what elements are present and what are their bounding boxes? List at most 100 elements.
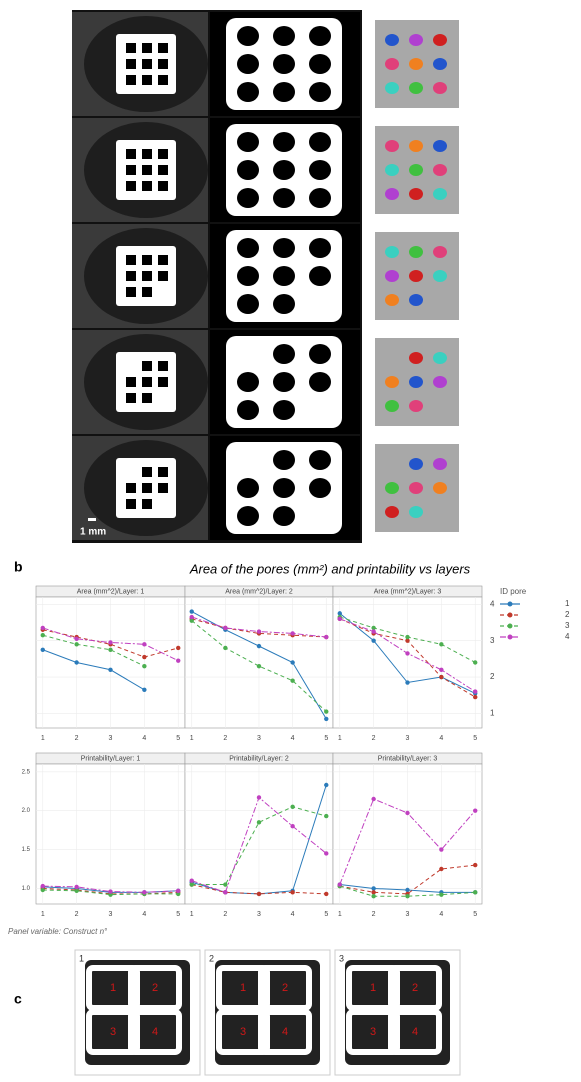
- data-point: [439, 892, 443, 896]
- data-point: [108, 889, 112, 893]
- data-point: [41, 626, 45, 630]
- pore: [433, 458, 447, 470]
- x-tick-label: 5: [324, 735, 328, 742]
- pore: [237, 372, 259, 392]
- pore: [433, 482, 447, 494]
- legend-label: 4: [565, 632, 570, 641]
- data-point: [405, 811, 409, 815]
- pore: [126, 149, 136, 159]
- pore: [309, 478, 331, 498]
- pore: [309, 188, 331, 208]
- data-point: [371, 890, 375, 894]
- data-point: [473, 689, 477, 693]
- pore-label: 3: [240, 1026, 246, 1038]
- x-tick-label: 5: [324, 911, 328, 918]
- data-point: [223, 626, 227, 630]
- data-point: [290, 678, 294, 682]
- y-tick-label: 1: [490, 709, 495, 718]
- data-point: [324, 717, 328, 721]
- x-tick-label: 2: [75, 911, 79, 918]
- x-tick-label: 4: [291, 735, 295, 742]
- data-point: [290, 631, 294, 635]
- y-tick-label: 2: [490, 672, 495, 681]
- pore: [409, 376, 423, 388]
- pore: [158, 165, 168, 175]
- pore: [433, 58, 447, 70]
- data-point: [405, 894, 409, 898]
- facet-title: Area (mm^2)/Layer: 2: [225, 588, 293, 595]
- pore: [142, 499, 152, 509]
- pore: [273, 294, 295, 314]
- y-tick-label: 1.5: [22, 847, 31, 853]
- pore: [433, 352, 447, 364]
- image-label: 2: [209, 953, 214, 963]
- pore: [273, 372, 295, 392]
- data-point: [324, 892, 328, 896]
- data-point: [74, 885, 78, 889]
- pore: [126, 181, 136, 191]
- x-tick-label: 2: [223, 911, 227, 918]
- data-point: [290, 890, 294, 894]
- pore: [273, 450, 295, 470]
- data-point: [41, 888, 45, 892]
- pore: [158, 181, 168, 191]
- x-tick-label: 5: [176, 735, 180, 742]
- pore: [142, 149, 152, 159]
- pore: [273, 478, 295, 498]
- pore: [309, 238, 331, 258]
- pore: [385, 400, 399, 412]
- pore: [385, 140, 399, 152]
- pore: [433, 376, 447, 388]
- pore-label: 4: [152, 1026, 158, 1038]
- data-point: [176, 658, 180, 662]
- data-point: [371, 638, 375, 642]
- pore: [237, 54, 259, 74]
- pore-label: 1: [240, 982, 246, 994]
- x-tick-label: 1: [190, 735, 194, 742]
- data-point: [41, 648, 45, 652]
- data-point: [223, 646, 227, 650]
- pore: [142, 165, 152, 175]
- data-point: [324, 709, 328, 713]
- x-tick-label: 4: [439, 735, 443, 742]
- pore: [158, 467, 168, 477]
- data-point: [371, 797, 375, 801]
- pore: [237, 238, 259, 258]
- pore: [273, 132, 295, 152]
- footer-note: Panel variable: Construct n°: [8, 927, 108, 936]
- x-tick-label: 4: [291, 911, 295, 918]
- data-point: [190, 615, 194, 619]
- pore: [237, 188, 259, 208]
- pore: [142, 43, 152, 53]
- pore: [126, 393, 136, 403]
- data-point: [324, 814, 328, 818]
- facet-title: Printability/Layer: 3: [378, 755, 438, 762]
- y-tick-label: 3: [490, 636, 495, 645]
- figure: a b Area of the pores (mm²) and printabi…: [0, 0, 581, 1082]
- data-point: [74, 642, 78, 646]
- x-tick-label: 3: [109, 735, 113, 742]
- data-point: [190, 882, 194, 886]
- x-tick-label: 4: [142, 735, 146, 742]
- pore-label: 2: [152, 982, 158, 994]
- x-tick-label: 1: [338, 735, 342, 742]
- x-tick-label: 2: [372, 911, 376, 918]
- pore: [158, 59, 168, 69]
- legend-label: 3: [565, 621, 570, 630]
- pore: [237, 160, 259, 180]
- data-point: [439, 668, 443, 672]
- image-label: 3: [339, 953, 344, 963]
- data-point: [290, 824, 294, 828]
- pore: [142, 377, 152, 387]
- data-point: [74, 889, 78, 893]
- pore: [409, 82, 423, 94]
- legend-label: 2: [565, 610, 570, 619]
- data-point: [142, 890, 146, 894]
- x-tick-label: 1: [338, 911, 342, 918]
- legend-title: ID pore: [500, 587, 527, 596]
- legend-swatch: [508, 635, 513, 640]
- pore: [409, 164, 423, 176]
- pore: [309, 372, 331, 392]
- pore: [385, 82, 399, 94]
- y-tick-label: 4: [490, 599, 495, 608]
